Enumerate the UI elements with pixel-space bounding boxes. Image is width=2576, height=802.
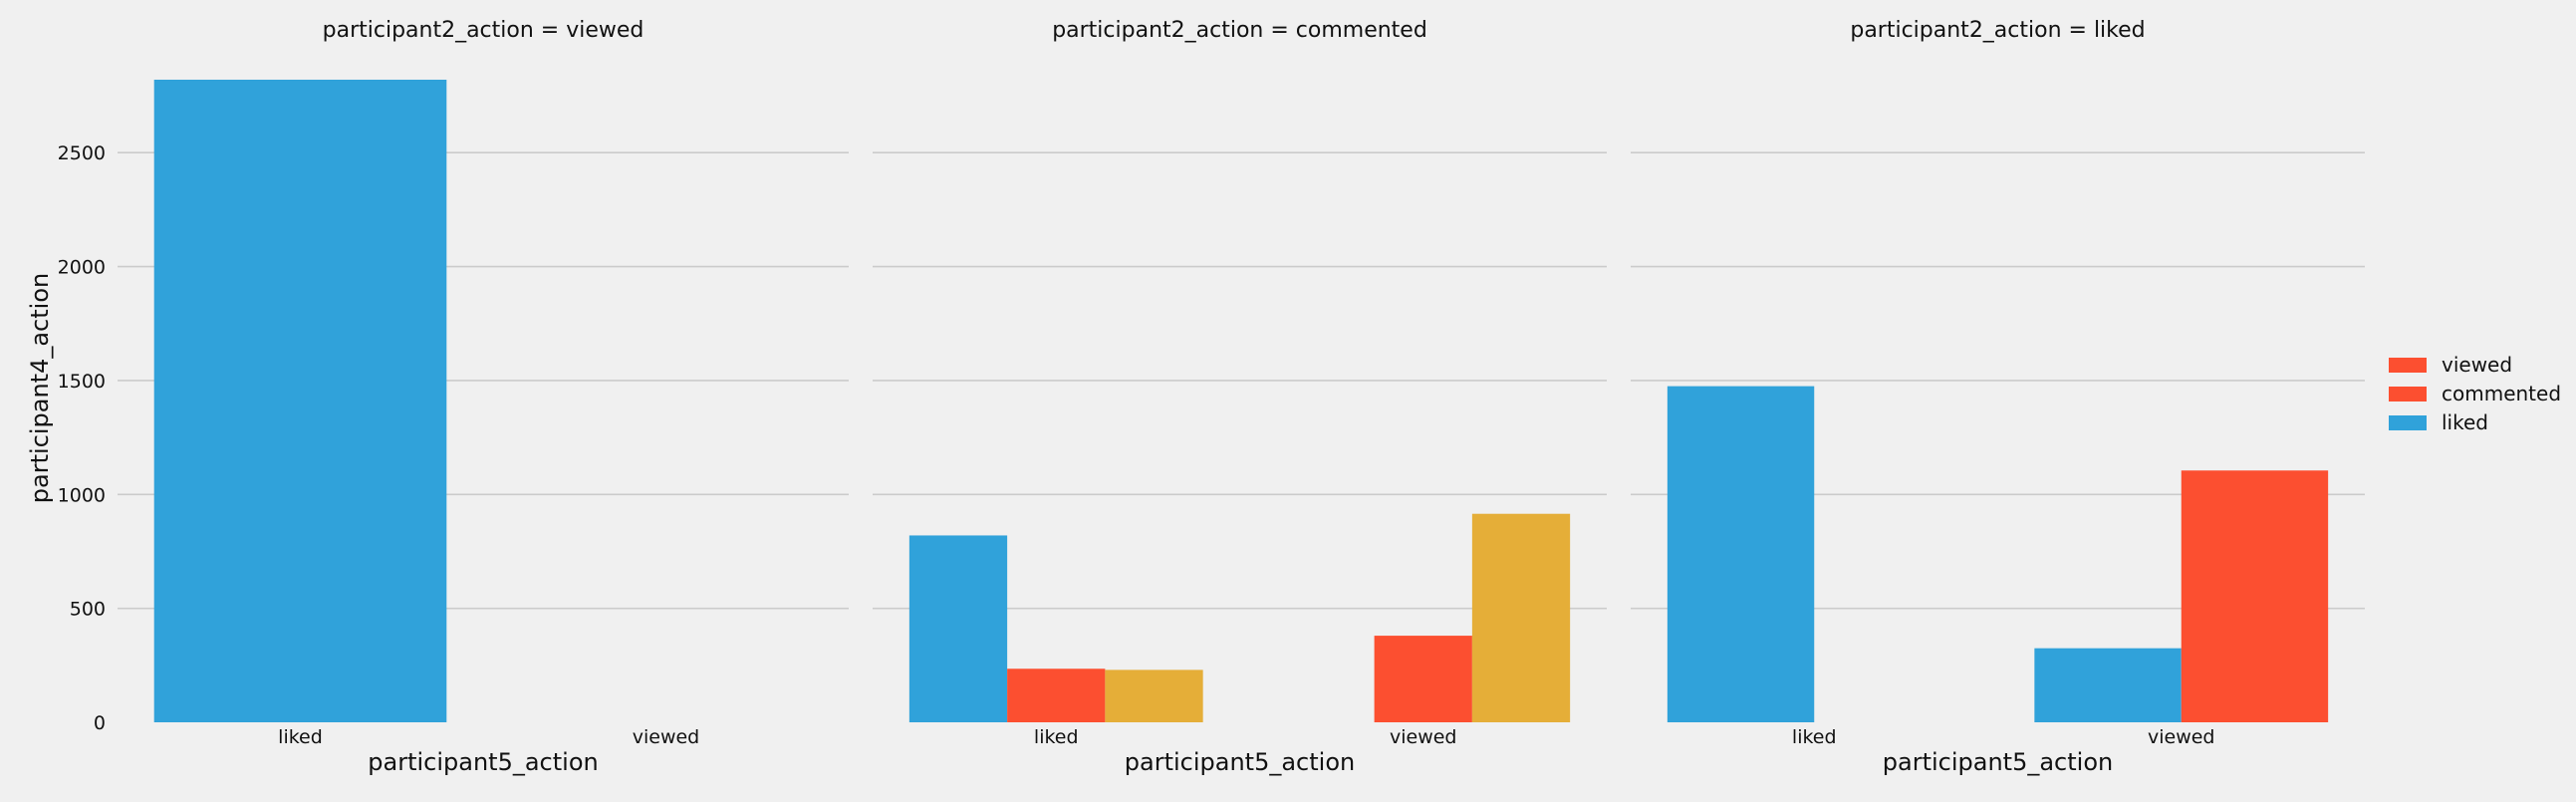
bar-1-viewed-2 <box>1471 513 1571 722</box>
bar-2-viewed-0 <box>2034 648 2182 722</box>
x-tick-label: viewed <box>2148 726 2215 748</box>
x-axis-label: participant5_action <box>1883 748 2113 776</box>
y-tick-label: 500 <box>70 599 106 621</box>
y-tick-label: 0 <box>94 712 106 734</box>
x-axis-label: participant5_action <box>368 748 598 776</box>
x-tick-label: viewed <box>633 726 700 748</box>
x-tick-label: liked <box>1034 726 1079 748</box>
facet-title: participant2_action = commented <box>1052 18 1427 43</box>
legend-swatch-commented <box>2389 387 2427 401</box>
y-tick-label: 2500 <box>58 142 106 164</box>
legend-label-commented: commented <box>2442 382 2561 405</box>
bar-1-viewed-1 <box>1374 636 1472 722</box>
bar-0-liked-0 <box>153 80 447 722</box>
facet-title: participant2_action = viewed <box>323 18 644 43</box>
x-tick-label: liked <box>1792 726 1837 748</box>
bar-1-liked-0 <box>908 535 1008 722</box>
y-axis-label: participant4_action <box>26 273 54 503</box>
legend-label-viewed: viewed <box>2442 353 2512 377</box>
legend-swatch-liked <box>2389 415 2427 430</box>
bar-2-liked-0 <box>1667 386 1815 722</box>
y-tick-label: 2000 <box>58 257 106 279</box>
x-axis-label: participant5_action <box>1125 748 1355 776</box>
y-tick-label: 1000 <box>58 484 106 506</box>
x-tick-label: liked <box>278 726 323 748</box>
bar-1-liked-1 <box>1007 668 1106 722</box>
legend-label-liked: liked <box>2442 410 2488 434</box>
bar-1-liked-2 <box>1105 669 1203 722</box>
legend-swatch-viewed <box>2389 358 2427 373</box>
bar-2-viewed-1 <box>2181 470 2329 722</box>
facet-title: participant2_action = liked <box>1850 18 2145 43</box>
x-tick-label: viewed <box>1390 726 1457 748</box>
y-tick-label: 1500 <box>58 371 106 393</box>
